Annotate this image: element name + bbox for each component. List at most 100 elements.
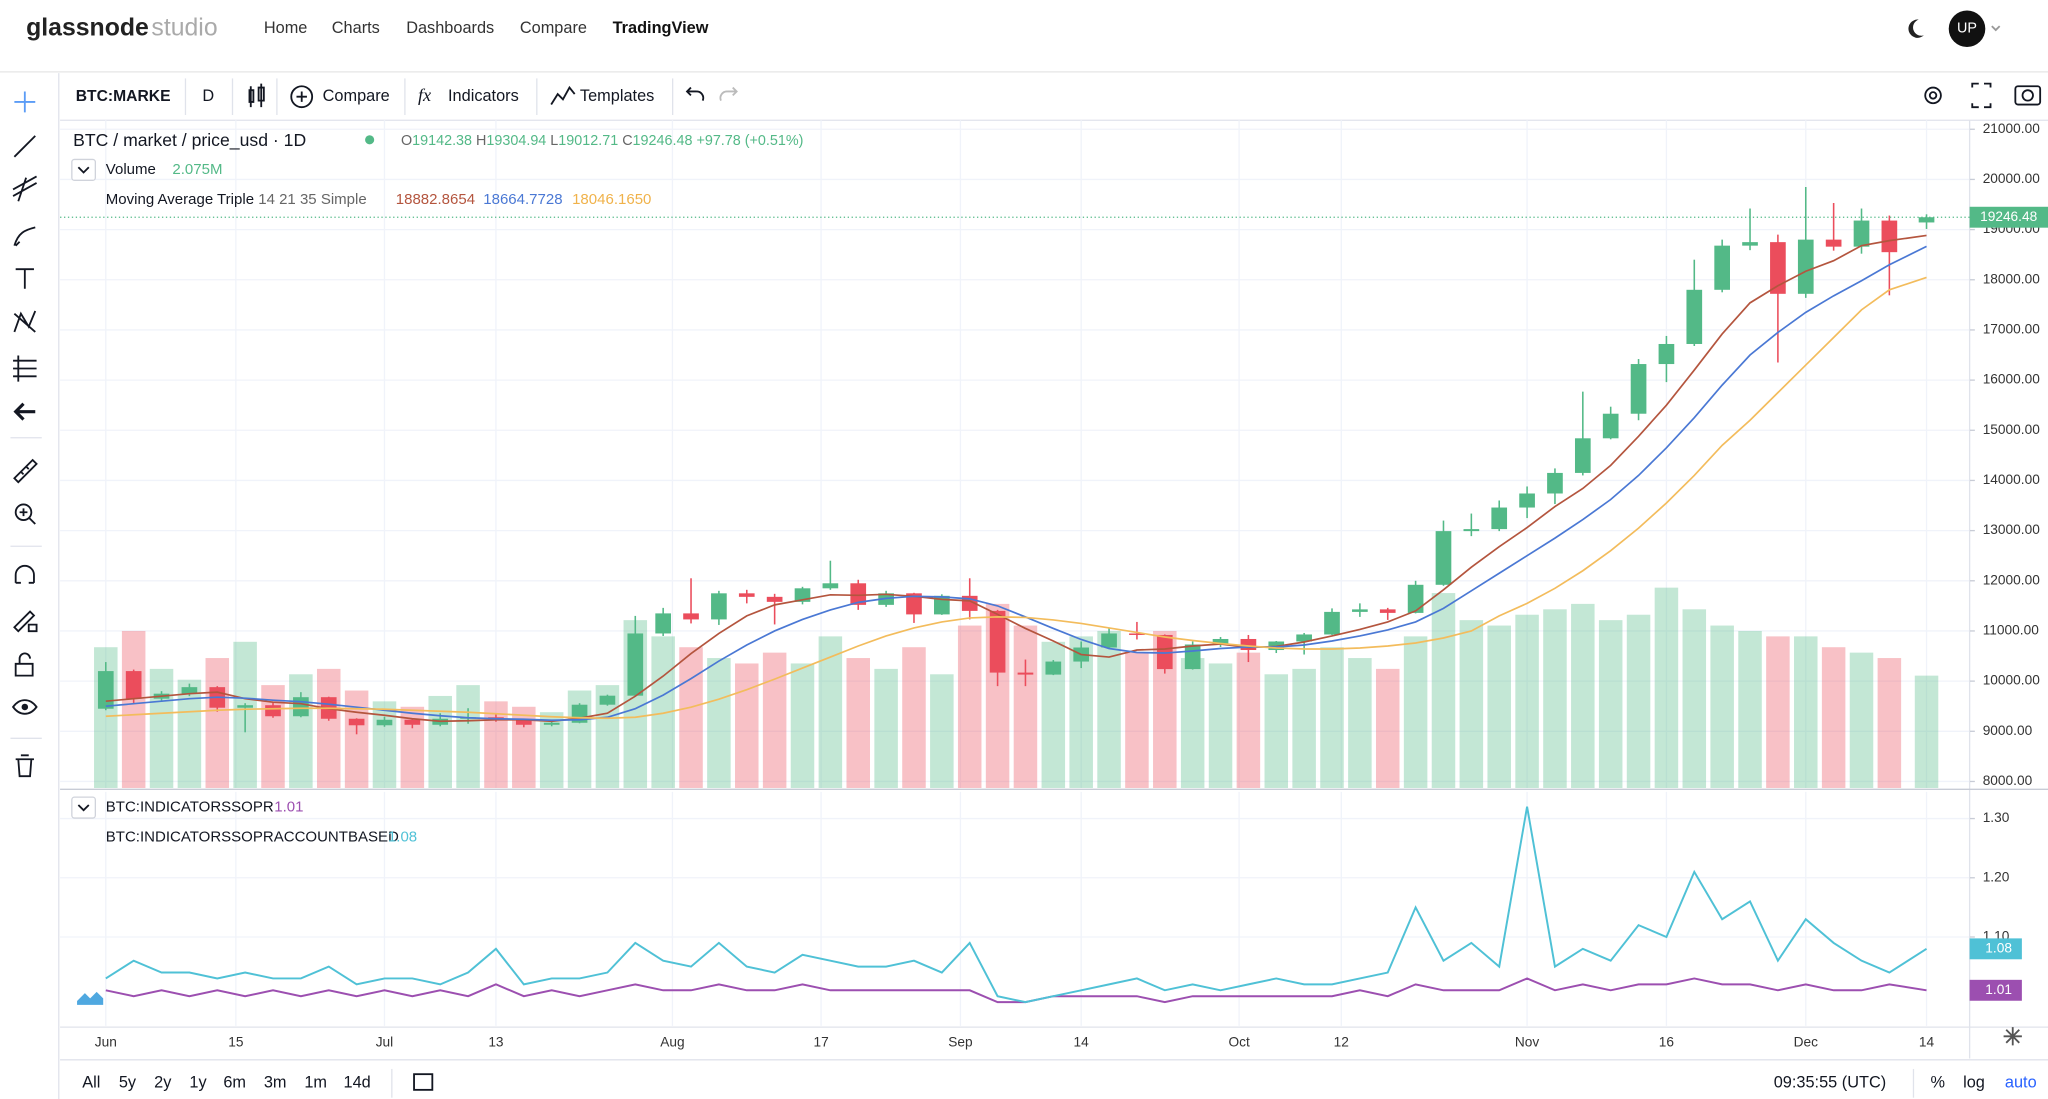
range-button[interactable]: 1m	[304, 1074, 327, 1092]
indicators-icon[interactable]: fx	[418, 85, 431, 105]
volume-bar	[651, 636, 675, 788]
ohlc-legend: O19142.38 H19304.94 L19012.71 C19246.48 …	[401, 133, 803, 149]
candle-body	[515, 719, 532, 725]
screenshot-button[interactable]	[2014, 85, 2042, 106]
goto-date-button[interactable]	[413, 1073, 434, 1091]
log-toggle[interactable]: log	[1963, 1074, 1985, 1092]
nav-link[interactable]: TradingView	[613, 19, 709, 37]
range-button[interactable]: 6m	[223, 1074, 246, 1092]
volume-bar	[1013, 625, 1038, 788]
legend-entry: BTC:INDICATORSSOPR	[106, 799, 274, 816]
volume-bar	[1292, 668, 1316, 788]
fib-tool[interactable]	[12, 175, 38, 202]
templates-icon[interactable]	[550, 85, 576, 106]
back-tool[interactable]	[13, 402, 36, 421]
nav-link[interactable]: Home	[264, 19, 308, 37]
fullscreen-button[interactable]	[1971, 82, 1992, 109]
templates-button[interactable]: Templates	[580, 87, 654, 105]
volume-bar	[1766, 636, 1790, 788]
candle-body	[1742, 242, 1758, 246]
nav-link[interactable]: Dashboards	[406, 19, 494, 37]
logo-main: glassnode	[26, 14, 149, 41]
x-tick-label: Jun	[95, 1034, 117, 1049]
volume-bar	[177, 679, 202, 788]
candle-body	[683, 613, 699, 620]
settings-button[interactable]	[1924, 86, 1942, 105]
volume	[94, 587, 1939, 788]
range-button[interactable]: All	[82, 1074, 100, 1092]
volume-bar	[149, 668, 174, 788]
value-tag-label: 1.08	[1985, 940, 2012, 955]
crosshair-tool[interactable]	[14, 91, 36, 113]
candle-body	[655, 613, 672, 634]
trendline-tool[interactable]	[13, 135, 36, 158]
zoom-tool[interactable]	[14, 503, 33, 522]
text-tool[interactable]	[15, 268, 34, 289]
y-tick-label: 14000.00	[1983, 472, 2041, 487]
measure-tool[interactable]	[13, 458, 38, 484]
redo-button[interactable]	[719, 86, 738, 101]
lock-drawing-tool[interactable]	[13, 610, 38, 633]
volume-bar	[1320, 647, 1344, 788]
volume-bar	[539, 712, 564, 788]
volume-bar	[930, 674, 954, 788]
candle-body	[237, 705, 253, 708]
x-tick-label: Dec	[1794, 1034, 1819, 1049]
interval-button[interactable]: D	[202, 87, 214, 105]
chart-type-button[interactable]	[248, 83, 265, 108]
symbol-input[interactable]: BTC:MARKE	[76, 88, 171, 105]
candle-body	[1686, 289, 1703, 344]
candle-body	[599, 695, 616, 705]
percent-toggle[interactable]: %	[1930, 1074, 1945, 1092]
delete-tool[interactable]	[15, 754, 34, 778]
y-tick-label: 21000.00	[1983, 121, 2041, 136]
candle-body	[1156, 634, 1173, 670]
avatar[interactable]	[1948, 10, 1986, 48]
volume-bar	[1459, 620, 1484, 788]
magnet-tool[interactable]	[14, 564, 35, 584]
volume-bar	[1710, 625, 1734, 788]
collapse-button[interactable]	[71, 158, 96, 181]
indicators-button[interactable]: Indicators	[448, 87, 519, 105]
dark-mode-toggle[interactable]	[1908, 19, 1924, 38]
collapse-caret	[77, 804, 90, 812]
y-tick-label: 1.30	[1983, 810, 2010, 825]
range-button[interactable]: 14d	[344, 1074, 371, 1092]
volume-bar	[1654, 587, 1679, 788]
avatar-caret[interactable]	[1991, 25, 2001, 32]
nav-link[interactable]: Compare	[520, 19, 587, 37]
undo-button[interactable]	[685, 86, 705, 101]
candle-body	[376, 719, 393, 726]
pattern-tool[interactable]	[13, 310, 37, 333]
candle-body	[1212, 638, 1229, 645]
volume-bar	[484, 701, 508, 788]
range-button[interactable]: 3m	[264, 1074, 287, 1092]
compare-icon[interactable]	[290, 85, 314, 109]
range-button[interactable]: 5y	[119, 1074, 137, 1092]
prediction-tool[interactable]	[13, 355, 37, 382]
drawing-toolbar	[10, 73, 60, 1099]
volume-bar	[1097, 630, 1121, 788]
visibility-tool[interactable]	[11, 699, 38, 715]
range-button[interactable]: 2y	[154, 1074, 172, 1092]
axis-settings[interactable]	[2003, 1027, 2022, 1046]
auto-toggle[interactable]: auto	[2005, 1074, 2037, 1092]
lock-tool[interactable]	[14, 652, 34, 677]
x-tick-label: Nov	[1515, 1034, 1540, 1049]
ma-legend: Moving Average Triple 14 21 35 Simple	[106, 191, 367, 208]
brush-tool[interactable]	[13, 226, 36, 247]
volume-bar	[428, 695, 452, 788]
volume-value: 2.075M	[172, 161, 222, 178]
volume-bar	[735, 663, 759, 788]
volume-bar	[818, 636, 843, 788]
range-button[interactable]: 1y	[189, 1074, 207, 1092]
ma-name: Moving Average Triple	[106, 191, 254, 208]
candle-body	[1129, 633, 1145, 635]
x-tick-label: 14	[1074, 1034, 1090, 1049]
logo[interactable]: glassnode studio	[26, 14, 218, 41]
volume-bar	[1849, 652, 1874, 788]
compare-button[interactable]: Compare	[323, 87, 390, 105]
nav-link[interactable]: Charts	[332, 19, 380, 37]
collapse-button[interactable]	[71, 796, 96, 819]
sopr-legend: BTC:INDICATORSSOPR 1.01 BTC:INDICATORSSO…	[71, 796, 417, 846]
